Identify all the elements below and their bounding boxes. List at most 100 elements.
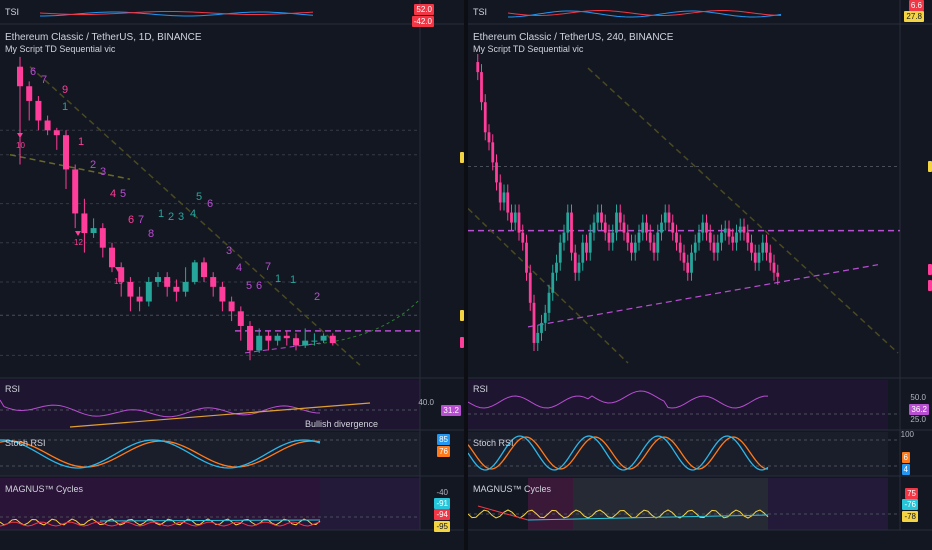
candle-body xyxy=(697,232,701,243)
candle-body xyxy=(675,232,678,243)
candle-body xyxy=(585,242,588,253)
candle-body xyxy=(540,322,543,333)
chart-title: Ethereum Classic / TetherUS, 1D, BINANCE xyxy=(5,32,202,43)
right-chart-panel[interactable]: TSI 6.6 27.8 Ethereum Classic / TetherUS… xyxy=(468,0,932,550)
candle-body xyxy=(566,212,570,233)
candle-body xyxy=(109,247,115,268)
candle-body xyxy=(607,232,611,243)
candle-body xyxy=(712,242,716,253)
candle-body xyxy=(630,242,633,253)
magnus-badge: -76 xyxy=(902,499,918,510)
divergence-line xyxy=(69,402,371,428)
candle-body xyxy=(652,242,656,253)
td-count-label: 1 xyxy=(78,136,84,148)
stoch-badge: 4 xyxy=(901,464,910,475)
candle-body xyxy=(53,130,60,136)
td-count-label: 7 xyxy=(265,261,271,273)
candle-body xyxy=(757,252,761,263)
left-chart-panel[interactable]: 6 7 9 1 1 2 3 4 5 6 7 8 1 2 3 4 5 6 3 4 5 6 7 1 1 2 10 12 13 TSI 52.… xyxy=(0,0,464,550)
stoch-k-line xyxy=(0,439,321,469)
candle-body xyxy=(164,277,171,287)
rsi-badge: 36.2 xyxy=(909,404,929,415)
tsi-badge: -42.0 xyxy=(411,16,434,27)
magnus-label: MAGNUS™ Cycles xyxy=(5,484,84,494)
candle-body xyxy=(265,335,272,341)
magnus-line xyxy=(99,519,321,522)
candle-body xyxy=(173,286,180,292)
tsi-badge: 52.0 xyxy=(414,4,434,15)
candle-body xyxy=(136,296,143,302)
magnus-line xyxy=(0,521,321,527)
candle-body xyxy=(690,252,693,273)
candle-body xyxy=(44,120,51,131)
tsi-signal-line xyxy=(39,10,314,16)
candle-body xyxy=(237,311,244,326)
sell-arrow xyxy=(115,267,121,272)
trend-line xyxy=(29,66,361,366)
magnus-line xyxy=(477,505,529,521)
tsi-badge: 6.6 xyxy=(908,0,924,11)
rsi-tick: 50.0 xyxy=(910,393,926,402)
candle-body xyxy=(17,66,23,87)
candle-body xyxy=(145,281,152,302)
candle-body xyxy=(155,277,161,282)
td-count-label: 5 xyxy=(196,191,202,203)
td-count-label: 1 xyxy=(290,274,296,286)
candle-body xyxy=(723,228,727,233)
candle-body xyxy=(35,100,42,121)
td-count-label: 3 xyxy=(178,211,184,223)
candle-body xyxy=(682,252,686,263)
candle-body xyxy=(483,102,487,133)
candle-body xyxy=(701,222,705,233)
candle-body xyxy=(667,212,671,223)
indicator-name: My Script TD Sequential vic xyxy=(473,44,584,54)
candle-body xyxy=(656,232,660,253)
stoch-d-line xyxy=(468,436,769,470)
candle-body xyxy=(329,335,336,344)
sell-arrow xyxy=(75,231,81,236)
candle-body xyxy=(302,340,309,346)
candle-body xyxy=(570,212,573,253)
candle-body xyxy=(588,232,592,253)
td-count-label: 13 xyxy=(114,277,123,286)
td-count-label: 7 xyxy=(41,74,47,86)
stoch-label: Stoch RSI xyxy=(473,438,514,448)
trend-line xyxy=(468,207,629,364)
candle-body xyxy=(581,242,585,263)
candle-body xyxy=(551,272,555,293)
candle-body xyxy=(716,242,720,253)
magnus-label: MAGNUS™ Cycles xyxy=(473,484,552,494)
td-count-label: 4 xyxy=(236,262,242,274)
rsi-tick: 40.0 xyxy=(418,398,434,407)
td-count-label: 9 xyxy=(62,84,68,96)
panel-divider[interactable] xyxy=(464,0,468,550)
candle-body xyxy=(720,232,723,243)
candle-body xyxy=(127,281,134,297)
projection-curve xyxy=(299,298,421,347)
candle-body xyxy=(498,182,502,203)
candle-body xyxy=(776,272,780,277)
candle-body xyxy=(738,226,742,233)
trend-line xyxy=(9,154,131,180)
td-count-label: 6 xyxy=(256,280,262,292)
candle-body xyxy=(558,242,562,263)
candle-body xyxy=(525,242,528,273)
magnus-line xyxy=(527,514,769,521)
td-count-label: 3 xyxy=(226,245,232,257)
candle-body xyxy=(536,332,540,343)
candle-body xyxy=(228,301,235,312)
td-count-label: 2 xyxy=(90,159,96,171)
candle-body xyxy=(201,262,207,278)
right-chart-canvas[interactable] xyxy=(468,0,932,550)
candle-body xyxy=(641,222,645,233)
candle-body xyxy=(686,262,690,273)
candle-body xyxy=(521,232,525,243)
magnus-badge: -78 xyxy=(902,511,918,522)
candle-body xyxy=(622,222,626,233)
tsi-signal-line xyxy=(507,9,782,16)
candle-body xyxy=(476,62,480,73)
candle-body xyxy=(753,252,757,263)
candle-body xyxy=(311,340,318,342)
candle-body xyxy=(693,242,697,253)
